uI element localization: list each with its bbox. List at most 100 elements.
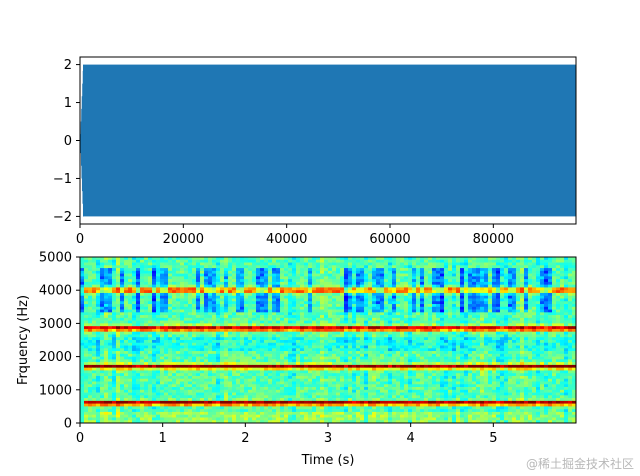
spectrogram-cell [408,317,413,321]
spectrogram-cell [340,342,345,346]
spectrogram-cell [276,362,281,366]
spectrogram-cell [440,345,445,349]
spectrogram-cell [80,295,85,299]
spectrogram-cell [108,334,113,338]
spectrogram-cell [224,337,229,341]
spectrogram-cell [240,337,245,341]
spectrogram-cell [256,323,261,327]
spectrogram-cell [556,364,561,368]
spectrogram-cell [364,359,369,363]
spectrogram-cell [500,315,505,319]
spectrogram-cell [380,342,385,346]
spectrogram-cell [224,326,229,330]
spectrogram-cell [572,315,577,319]
spectrogram-cell [320,364,325,368]
spectrogram-cell [516,257,521,261]
spectrogram-cell [436,345,441,349]
spectrogram-cell [116,326,121,330]
spectrogram-cell [300,334,305,338]
spectrogram-cell [464,340,469,344]
spectrogram-cell [172,268,177,272]
spectrogram-cell [384,337,389,341]
spectrogram-cell [212,317,217,321]
spectrogram-cell [124,270,129,274]
spectrogram-cell [112,334,117,338]
spectrogram-cell [400,309,405,313]
spectrogram-cell [84,326,89,330]
spectrogram-cell [472,345,477,349]
spectrogram-cell [492,281,497,285]
spectrogram-cell [476,326,481,330]
spectrogram-cell [296,259,301,263]
spectrogram-cell [420,328,425,332]
spectrogram-cell [388,348,393,352]
spectrogram-cell [208,326,213,330]
spectrogram-cell [516,306,521,310]
spectrogram-cell [140,320,145,324]
spectrogram-cell [284,345,289,349]
spectrogram-cell [556,298,561,302]
spectrogram-cell [220,342,225,346]
spectrogram-cell [516,320,521,324]
spectrogram-cell [552,279,557,283]
spectrogram-cell [168,328,173,332]
spectrogram-cell [432,362,437,366]
spectrogram-cell [560,298,565,302]
spectrogram-cell [236,351,241,355]
spectrogram-cell [180,287,185,291]
spectrogram-cell [340,262,345,266]
spectrogram-cell [520,345,525,349]
spectrogram-cell [216,323,221,327]
spectrogram-cell [320,273,325,277]
spectrogram-cell [324,306,329,310]
spectrogram-cell [452,312,457,316]
spectrogram-cell [132,364,137,368]
spectrogram-cell [448,342,453,346]
spectrogram-cell [352,304,357,308]
spectrogram-cell [520,268,525,272]
spectrogram-cell [328,334,333,338]
spectrogram-cell [96,292,101,297]
spectrogram-cell [136,359,141,363]
spectrogram-cell [480,359,485,363]
spectrogram-cell [344,268,349,272]
spectrogram-cell [492,356,497,360]
spectrogram-cell [312,328,317,332]
spectrogram-cell [272,265,277,269]
spectrogram-cell [240,309,245,313]
spectrogram-cell [556,356,561,360]
spectrogram-cell [460,306,465,310]
spectrogram-cell [424,262,429,266]
spectrogram-cell [444,326,449,330]
spectrogram-cell [244,290,249,294]
spectrogram-cell [232,284,237,288]
spectrogram-cell [480,273,485,277]
spectrogram-cell [348,287,353,291]
spectrogram-cell [196,317,201,321]
spectrogram-cell [416,284,421,288]
spectrogram-cell [572,323,577,327]
spectrogram-cell [92,364,97,368]
spectrogram-cell [216,259,221,263]
spectrogram-cell [248,351,253,355]
spectrogram-cell [136,262,141,266]
spectrogram-cell [164,262,169,266]
spectrogram-cell [96,287,101,291]
spectrogram-cell [236,290,241,294]
spectrogram-cell [320,359,325,363]
spectrogram-cell [92,320,97,324]
spectrogram-cell [468,298,473,302]
spectrogram-cell [312,281,317,285]
spectrogram-cell [344,284,349,288]
spectrogram-cell [280,342,285,346]
spectrogram-cell [124,279,129,283]
spectrogram-cell [176,312,181,316]
spectrogram-cell [472,334,477,338]
spectrogram-cell [196,298,201,302]
spectrogram-cell [408,276,413,280]
spectrogram-cell [552,304,557,308]
spectrogram-cell [348,301,353,305]
spectrogram-cell [244,359,249,363]
spectrogram-cell [108,362,113,366]
spectrogram-cell [528,342,533,346]
